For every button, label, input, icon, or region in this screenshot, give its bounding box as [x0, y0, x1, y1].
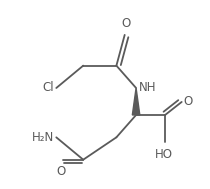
- Polygon shape: [132, 88, 140, 115]
- Text: O: O: [57, 165, 66, 178]
- Text: H₂N: H₂N: [32, 131, 54, 144]
- Text: O: O: [184, 95, 193, 108]
- Text: HO: HO: [155, 148, 173, 161]
- Text: NH: NH: [139, 81, 156, 94]
- Text: Cl: Cl: [43, 81, 54, 94]
- Text: O: O: [121, 17, 130, 30]
